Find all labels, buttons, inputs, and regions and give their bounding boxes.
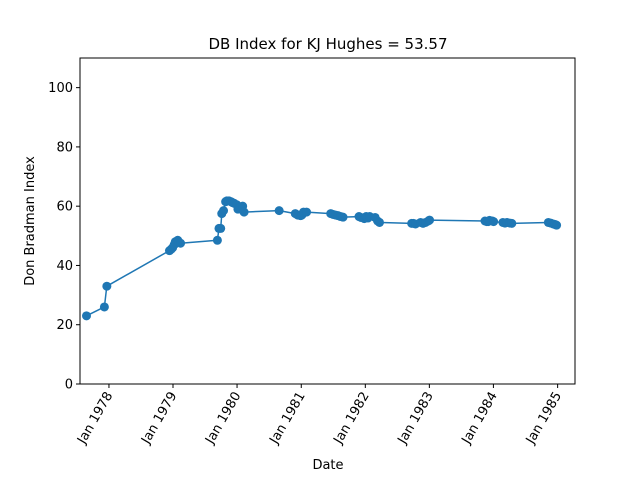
data-point (338, 212, 348, 222)
data-point (81, 311, 91, 321)
data-point (425, 215, 435, 225)
chart-title: DB Index for KJ Hughes = 53.57 (209, 35, 448, 53)
data-point (489, 217, 499, 227)
x-axis-label: Date (312, 458, 343, 473)
data-point (239, 207, 249, 217)
data-point (216, 223, 226, 233)
y-axis: 0 20 40 60 80 100 (48, 81, 80, 393)
y-tick-label: 40 (56, 259, 73, 274)
data-point (274, 206, 284, 216)
y-axis-label: Don Bradman Index (23, 156, 38, 286)
data-point (552, 220, 562, 230)
y-tick-label: 100 (48, 81, 73, 96)
plot-area (81, 196, 562, 321)
data-point (176, 238, 186, 248)
y-tick-label: 0 (65, 378, 73, 393)
data-point (219, 206, 229, 216)
data-point (507, 218, 517, 228)
data-point (212, 235, 222, 245)
data-point (102, 281, 112, 291)
data-point (99, 302, 109, 312)
y-tick-label: 60 (56, 200, 73, 215)
data-point (302, 207, 312, 217)
y-tick-label: 80 (56, 140, 73, 155)
y-tick-label: 20 (56, 318, 73, 333)
data-point (375, 217, 385, 227)
plot-frame (79, 57, 576, 385)
